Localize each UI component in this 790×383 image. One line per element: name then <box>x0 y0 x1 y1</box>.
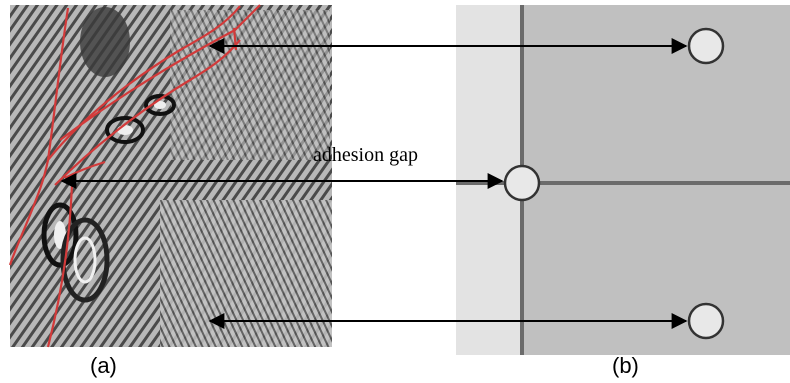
panel-a-micrograph <box>8 4 332 348</box>
panel-b-schematic <box>456 5 790 355</box>
node-middle <box>503 164 541 202</box>
caption-b: (b) <box>612 353 639 378</box>
node-bottom <box>687 302 725 340</box>
adhesion-gap-label: adhesion gap <box>313 144 418 166</box>
right-block <box>522 5 790 355</box>
correspondence-arrows <box>60 38 688 329</box>
crack-lines <box>8 4 261 348</box>
node-top <box>687 27 725 65</box>
caption-a: (a) <box>90 353 117 378</box>
